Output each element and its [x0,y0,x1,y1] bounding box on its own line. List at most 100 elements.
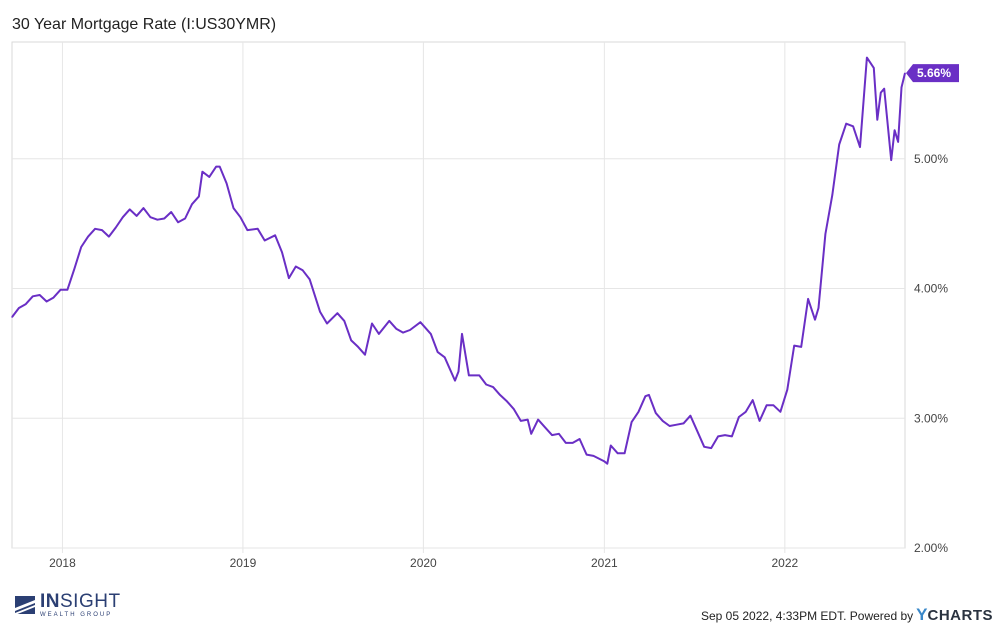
series-point [25,303,27,305]
series-point [544,426,546,428]
series-point [288,277,290,279]
series-point [295,265,297,268]
series-point [136,215,138,217]
series-point [454,380,456,382]
x-tick-label: 2021 [591,556,618,570]
ycharts-logo-text: CHARTS [927,607,993,624]
series-point [319,311,321,313]
series-point [115,226,117,229]
series-point [696,430,698,432]
series-point [208,176,210,178]
series-point [198,195,200,197]
series-point [87,236,89,238]
ycharts-logo-y: Y [916,605,928,624]
series-point [807,298,809,300]
series-point [866,57,868,59]
series-point [201,171,203,173]
series-point [883,88,885,90]
series-point [520,420,522,422]
series-point [513,408,515,410]
series-point [624,452,626,454]
footer-attribution: Sep 05 2022, 4:33PM EDT. Powered by Y CHA… [701,605,993,625]
series-point [18,307,20,309]
series-point [766,404,768,406]
series-point [880,92,882,94]
series-point [579,438,581,440]
series-point [46,300,48,303]
x-tick-label: 2020 [410,556,437,570]
series-point [586,454,588,456]
series-point [648,394,650,396]
series-point [177,221,179,223]
series-point [637,411,640,413]
series-point [669,425,671,427]
series-point [662,420,664,422]
logo-mark-icon [15,596,35,615]
series-point [859,146,861,148]
series-point [226,182,228,184]
series-point [302,269,304,271]
series-point [817,307,820,309]
series-points [11,57,906,465]
series-point [752,399,754,401]
x-tick-label: 2019 [230,556,257,570]
series-point [900,86,903,88]
grid-lines [12,42,905,553]
last-value-badge-shape [906,64,959,83]
last-value-label: 5.66% [917,66,951,80]
series-point [184,217,186,220]
y-tick-label: 4.00% [914,282,948,296]
series-point [257,228,259,230]
series-point [350,339,352,341]
y-tick-label: 5.00% [914,152,948,166]
series-point [156,219,158,221]
series-point [655,412,657,414]
series-point [101,229,103,231]
series-point [606,463,608,465]
footer-timestamp: Sep 05 2022, 4:33PM EDT. [701,609,847,623]
series-point [824,233,827,235]
series-point [565,442,567,444]
series-point [59,289,62,291]
series-point [364,354,366,356]
series-point [39,294,41,296]
series-point [852,125,854,127]
series-point [274,234,276,236]
series-point [142,207,145,209]
x-tick-label: 2022 [771,556,798,570]
series-point [378,333,380,335]
series-point [122,216,124,218]
series-point [430,333,432,335]
series-point [710,447,712,449]
series-point [215,166,217,168]
series-point [73,268,75,270]
series-point [492,386,494,388]
series-point [402,332,404,334]
series-point [617,452,619,454]
insight-logo: INSIGHT WEALTH GROUP [14,592,121,618]
series-point [772,404,775,406]
last-value-badge: 5.66% [906,64,959,83]
series-point [786,389,788,391]
series-point [703,446,705,448]
series-point [309,278,311,280]
series-point [724,434,726,436]
series-point [457,370,460,373]
series-point [388,320,390,322]
series-point [904,72,906,74]
series-point [610,444,612,447]
series-point [603,460,605,462]
series-point [264,239,266,242]
series-point [437,351,439,353]
footer-powered-by: Powered by [849,609,914,623]
y-axis-ticks: 2.00% 3.00% 4.00% 5.00% [914,152,948,555]
series-point [52,297,55,299]
series-point [281,251,283,253]
series-point [551,434,553,436]
series-point [395,328,397,330]
series-point [717,435,719,437]
series-point [831,194,833,196]
series-point [527,419,529,421]
series-point [232,207,235,209]
series-point [478,374,480,376]
